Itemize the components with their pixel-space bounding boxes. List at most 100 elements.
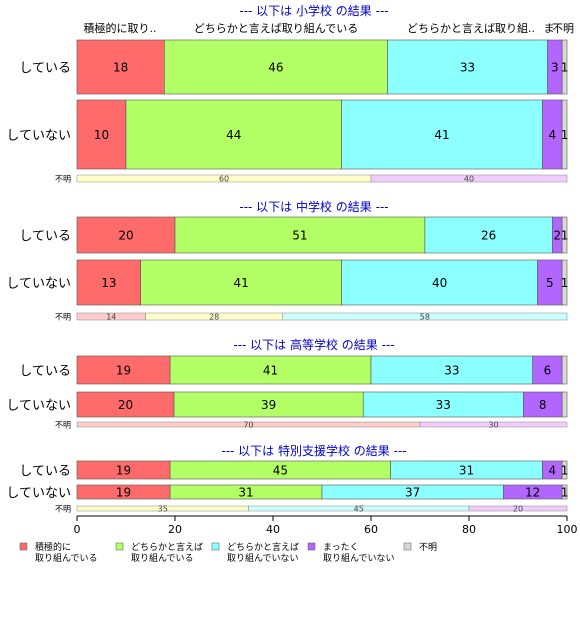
legend-swatch [307,542,316,551]
composition-segment [370,174,568,183]
legend-label: どちらかと言えば [131,541,203,553]
panel-title: --- 以下は 特別支援学校 の結果 --- [221,443,406,458]
bar-value-label: 41 [263,364,278,378]
bar-value-label: 37 [405,486,420,500]
bar-value-label: 20 [118,398,133,412]
legend-label: 取り組んでいる [131,552,194,564]
bar-segment [76,216,176,254]
bar-segment [561,216,568,254]
bar-value-label: 1 [561,229,569,243]
bar-segment [424,216,553,254]
legend-swatch [19,542,28,551]
composition-value-label: 58 [420,313,430,322]
bar-segment [76,259,142,306]
legend-label: 積極的に [35,541,71,553]
legend-label: 取り組んでいる [35,552,98,564]
row-label: していない [6,277,71,292]
bar-value-label: 13 [101,276,116,290]
legend-label: どちらかと言えば [227,541,299,553]
bar-value-label: 44 [226,128,241,142]
bar-segment [561,39,568,95]
bar-value-label: 41 [434,128,449,142]
legend-label: 取り組んでいない [323,552,395,564]
row-label: している [19,229,71,244]
bar-segment [561,484,568,500]
column-header-label: どちらかと言えば取り組んでいる [194,22,358,35]
bar-value-label: 46 [268,61,283,75]
composition-row-label: 不明 [55,175,71,184]
x-tick-label: 40 [266,523,280,536]
bar-segment [76,355,171,385]
x-tick-label: 60 [364,523,378,536]
bar-segment [561,355,568,385]
row-label: していない [6,486,71,501]
bar-value-label: 1 [561,128,569,142]
composition-row-label: 不明 [55,421,71,430]
composition-value-label: 40 [464,175,474,184]
bar-value-label: 12 [525,486,540,500]
row-label: していない [6,129,71,144]
legend-label: 不明 [419,542,437,553]
bar-value-label: 33 [460,61,475,75]
bar-value-label: 6 [544,364,552,378]
legend-swatch [211,542,220,551]
panel-title: --- 以下は 中学校 の結果 --- [239,199,388,214]
composition-value-label: 14 [106,313,116,322]
bar-value-label: 41 [234,276,249,290]
legend-label: まったく [323,542,359,553]
bar-value-label: 33 [436,398,451,412]
legend-label: 取り組んでいない [227,552,299,564]
panel-title: --- 以下は 小学校 の結果 --- [239,3,388,18]
x-tick-label: 20 [168,523,182,536]
bar-segment [561,259,568,306]
bar-value-label: 19 [116,486,131,500]
bar-segment [537,259,563,306]
bar-value-label: 3 [551,61,559,75]
bar-segment [164,39,388,95]
legend-swatch [403,542,412,551]
row-label: している [19,464,71,479]
column-header-label: 不明 [552,22,574,35]
bar-value-label: 18 [113,61,128,75]
bar-value-label: 1 [561,276,569,290]
bar-segment [125,99,342,170]
composition-row-label: 不明 [55,505,71,514]
bar-value-label: 31 [238,486,253,500]
column-header-label: ま [544,22,555,35]
bar-value-label: 4 [548,128,556,142]
composition-row-label: 不明 [55,313,71,322]
composition-value-label: 30 [488,421,498,430]
composition-segment [468,505,568,512]
bar-segment [362,391,524,418]
bar-segment [532,355,563,385]
x-tick-label: 100 [557,523,578,536]
bar-segment [341,259,538,306]
column-header-label: 積極的に取り.. [84,21,157,35]
bar-value-label: 19 [116,464,131,478]
composition-value-label: 20 [513,505,523,514]
bar-value-label: 33 [444,364,459,378]
row-label: している [19,61,71,76]
x-tick-label: 80 [462,523,476,536]
bar-value-label: 1 [561,464,569,478]
bar-value-label: 20 [118,229,133,243]
bar-value-label: 51 [292,229,307,243]
composition-value-label: 28 [209,313,219,322]
bar-segment [561,460,568,480]
bar-value-label: 5 [546,276,554,290]
legend-swatch [115,542,124,551]
bar-value-label: 31 [459,464,474,478]
x-tick-label: 0 [74,523,81,536]
row-label: している [19,364,71,379]
bar-segment [561,99,568,170]
panel-title: --- 以下は 高等学校 の結果 --- [233,337,394,352]
composition-value-label: 45 [354,505,364,514]
bar-value-label: 4 [548,464,556,478]
composition-value-label: 70 [243,421,253,430]
column-header-label: どちらかと言えば取り組.. [407,22,535,35]
bar-segment [140,259,342,306]
bar-segment [173,391,364,418]
bar-value-label: 19 [116,364,131,378]
